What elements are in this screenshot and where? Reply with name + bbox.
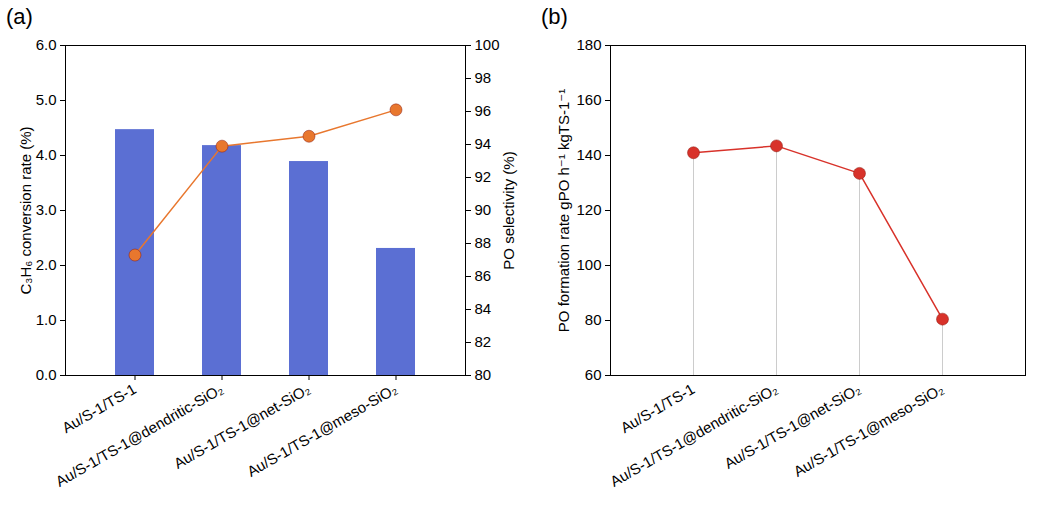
svg-text:100: 100 (475, 36, 500, 53)
svg-text:80: 80 (475, 366, 492, 383)
svg-text:4.0: 4.0 (36, 146, 57, 163)
svg-text:86: 86 (475, 267, 492, 284)
svg-text:Au/S-1/TS-1@net-SiO₂: Au/S-1/TS-1@net-SiO₂ (721, 380, 863, 472)
svg-text:Au/S-1/TS-1@net-SiO₂: Au/S-1/TS-1@net-SiO₂ (171, 380, 313, 472)
svg-text:140: 140 (576, 146, 601, 163)
svg-text:98: 98 (475, 69, 492, 86)
svg-text:1.0: 1.0 (36, 311, 57, 328)
svg-text:84: 84 (475, 300, 492, 317)
svg-text:160: 160 (576, 91, 601, 108)
svg-text:82: 82 (475, 333, 492, 350)
svg-text:3.0: 3.0 (36, 201, 57, 218)
svg-text:Au/S-1/TS-1@meso-SiO₂: Au/S-1/TS-1@meso-SiO₂ (790, 380, 946, 480)
svg-text:Au/S-1/TS-1@dendritic-SiO₂: Au/S-1/TS-1@dendritic-SiO₂ (607, 380, 780, 490)
html-text:(b): (b) (541, 4, 568, 29)
svg-text:96: 96 (475, 102, 492, 119)
svg-text:PO formation rate gPO h⁻¹ kgTS: PO formation rate gPO h⁻¹ kgTS-1⁻¹ (555, 89, 572, 332)
svg-text:Au/S-1/TS-1: Au/S-1/TS-1 (617, 380, 697, 436)
svg-text:94: 94 (475, 135, 492, 152)
svg-text:Au/S-1/TS-1@dendritic-SiO₂: Au/S-1/TS-1@dendritic-SiO₂ (53, 380, 226, 490)
svg-text:6.0: 6.0 (36, 36, 57, 53)
svg-text:120: 120 (576, 201, 601, 218)
svg-text:60: 60 (585, 366, 602, 383)
svg-text:5.0: 5.0 (36, 91, 57, 108)
svg-text:Au/S-1/TS-1@meso-SiO₂: Au/S-1/TS-1@meso-SiO₂ (244, 380, 400, 480)
svg-text:0.0: 0.0 (36, 366, 57, 383)
svg-text:92: 92 (475, 168, 492, 185)
svg-text:88: 88 (475, 234, 492, 251)
svg-text:90: 90 (475, 201, 492, 218)
svg-text:80: 80 (585, 311, 602, 328)
svg-text:2.0: 2.0 (36, 256, 57, 273)
svg-text:Au/S-1/TS-1: Au/S-1/TS-1 (59, 380, 139, 436)
html-text:(a): (a) (6, 4, 33, 29)
svg-text:PO selectivity (%): PO selectivity (%) (500, 151, 517, 269)
svg-text:100: 100 (576, 256, 601, 273)
svg-text:C₃H₆ conversion rate (%): C₃H₆ conversion rate (%) (17, 126, 34, 294)
svg-text:180: 180 (576, 36, 601, 53)
